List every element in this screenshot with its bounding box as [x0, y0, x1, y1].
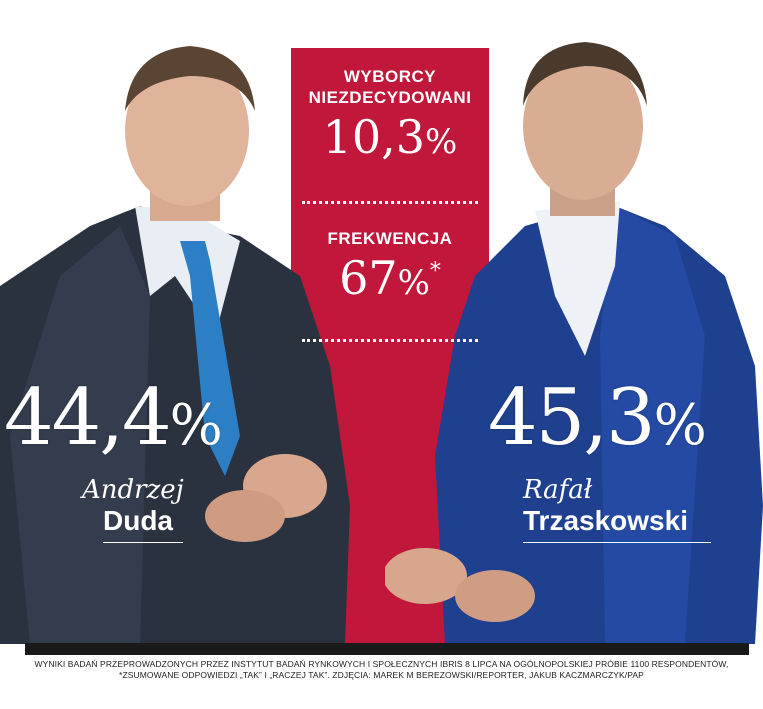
footnote-line2: *ZSUMOWANE ODPOWIEDZI „TAK” I „RACZEJ TA…	[119, 670, 644, 680]
turnout-label: FREKWENCJA	[327, 229, 453, 248]
undecided-block: WYBORCY NIEZDECYDOWANI 10,3%	[291, 66, 489, 167]
left-name-underline	[103, 542, 183, 543]
footnote: WYNIKI BADAŃ PRZEPROWADZONYCH PRZEZ INST…	[0, 659, 763, 681]
turnout-block: FREKWENCJA 67%*	[291, 228, 489, 308]
right-candidate-percent: 45,3%	[488, 373, 707, 463]
turnout-value: 67%*	[339, 251, 441, 305]
left-candidate-last-name: Duda	[103, 505, 173, 536]
right-candidate-photo	[385, 42, 763, 644]
right-name-underline	[523, 542, 711, 543]
left-candidate-photo	[0, 46, 350, 644]
right-candidate-last-name: Trzaskowski	[523, 505, 688, 536]
footnote-line1: WYNIKI BADAŃ PRZEPROWADZONYCH PRZEZ INST…	[34, 659, 729, 669]
undecided-label-line2: NIEZDECYDOWANI	[308, 88, 472, 107]
left-candidate-percent: 44,4%	[4, 373, 223, 463]
left-candidate-first-name: Andrzej	[82, 475, 184, 505]
divider-dotted-top	[302, 201, 478, 204]
right-candidate-first-name: Rafał	[523, 475, 593, 505]
undecided-label-line1: WYBORCY	[343, 67, 437, 86]
undecided-value: 10,3%	[322, 110, 458, 164]
bottom-bar	[25, 643, 749, 655]
divider-dotted-bottom	[302, 339, 478, 342]
